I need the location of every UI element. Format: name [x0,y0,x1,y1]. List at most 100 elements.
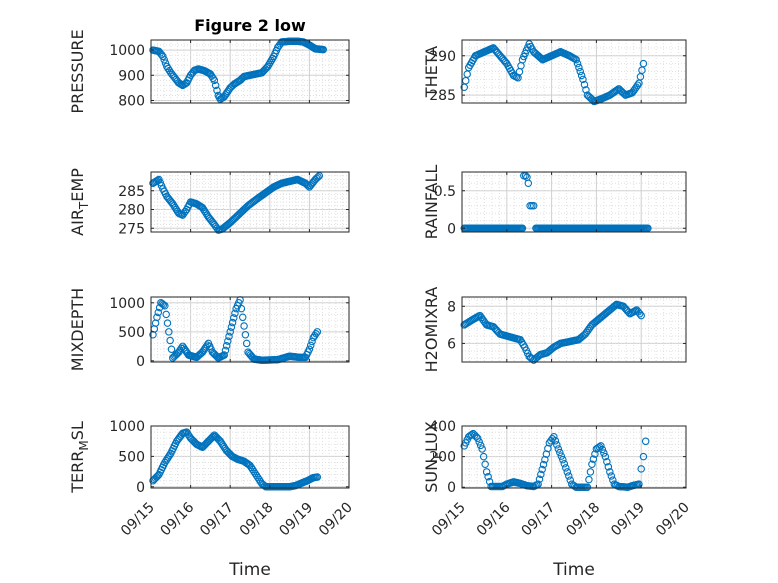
data-point [314,173,322,181]
data-point [154,308,163,317]
y-tick-label: 285 [118,184,145,200]
y-axis-label: AIRTEMP [68,168,91,236]
data-point [160,55,168,64]
grid [461,172,687,232]
y-tick-label: 0 [447,480,456,496]
data-markers [460,172,652,233]
subplot-h2omixra: 6 8 H2OMIXRA [422,287,687,372]
data-point [159,300,168,309]
subplot-terr: 0 500 1000 09/15 09/16 09/17 09/18 09/19 09/20 Ti… [68,419,356,580]
data-point [556,448,564,457]
y-tick-label: 1000 [109,296,145,312]
data-point [606,468,614,476]
y-tick-label: 0 [447,221,456,237]
data-point [586,468,595,476]
data-point [306,341,315,350]
x-axis-label: Time [228,560,271,580]
data-point [585,475,593,484]
data-point [551,437,560,445]
y-tick-label: 900 [118,68,145,84]
y-axis-label: PRESSURE [68,29,87,113]
data-markers [460,300,645,364]
y-tick-label: 400 [429,419,456,435]
data-point [576,67,585,76]
data-point [560,460,569,468]
data-point [559,455,567,464]
data-point [582,86,590,94]
data-point [535,475,544,484]
data-point [230,314,238,322]
axes-box [150,296,350,363]
data-point [591,450,599,458]
data-markers [149,37,328,103]
data-point [467,430,476,439]
data-point [589,455,598,463]
y-tick-label: 800 [118,93,145,109]
subplot-pressure: 800 900 1000 PRESSURE Figure 2 low [68,16,350,114]
data-point [261,65,270,73]
data-point [220,351,229,359]
data-point [162,310,170,319]
axes-box [150,425,350,489]
data-point [473,434,482,442]
data-point [211,81,220,90]
data-point [170,202,178,210]
data-point [598,445,607,454]
x-tick-label: 09/18 [237,500,277,540]
y-tick-label: 8 [447,299,456,315]
data-point [231,309,239,317]
axes-box [150,39,350,104]
data-point [476,441,485,450]
data-point [225,332,233,341]
y-tick-label: 275 [118,221,145,237]
data-point [478,445,486,453]
data-point [573,59,582,68]
data-point [161,301,169,310]
data-markers [149,428,322,491]
data-point [579,75,587,84]
data-point [198,203,207,212]
data-point [635,309,644,318]
data-markers [460,40,648,106]
data-point [481,460,489,469]
y-tick-label: 0.5 [434,184,456,200]
data-point [479,452,488,461]
data-point [601,452,610,461]
data-point [639,452,648,461]
y-tick-label: 0 [136,354,145,370]
data-point [222,341,231,350]
data-markers [460,429,650,491]
data-point [633,81,642,89]
y-tick-label: 0 [136,480,145,496]
data-point [537,470,545,479]
data-point [159,52,167,61]
data-markers [149,296,322,365]
data-point [241,330,250,339]
data-point [534,480,542,488]
data-point [313,328,322,336]
data-point [588,460,596,469]
data-point [169,200,177,208]
data-point [172,350,181,359]
data-point [315,172,324,180]
x-tick-label: 09/19 [276,500,316,540]
data-point [524,179,533,188]
y-tick-label: 1000 [109,419,145,435]
data-point [238,313,247,322]
x-tick-label: 09/19 [608,500,648,540]
data-point [312,330,320,338]
x-tick-label: 09/16 [474,499,514,539]
data-point [201,207,209,216]
chart-title: Figure 2 low [194,16,306,35]
data-point [199,205,208,214]
data-point [177,80,186,89]
y-axis-label: TERRMSL [68,421,91,494]
data-point [641,437,650,446]
data-point [221,346,230,355]
axes-box [150,171,350,233]
data-point [319,45,328,54]
data-point [637,465,645,473]
data-point [603,457,611,466]
data-point [539,460,548,469]
y-tick-label: 6 [447,336,456,352]
